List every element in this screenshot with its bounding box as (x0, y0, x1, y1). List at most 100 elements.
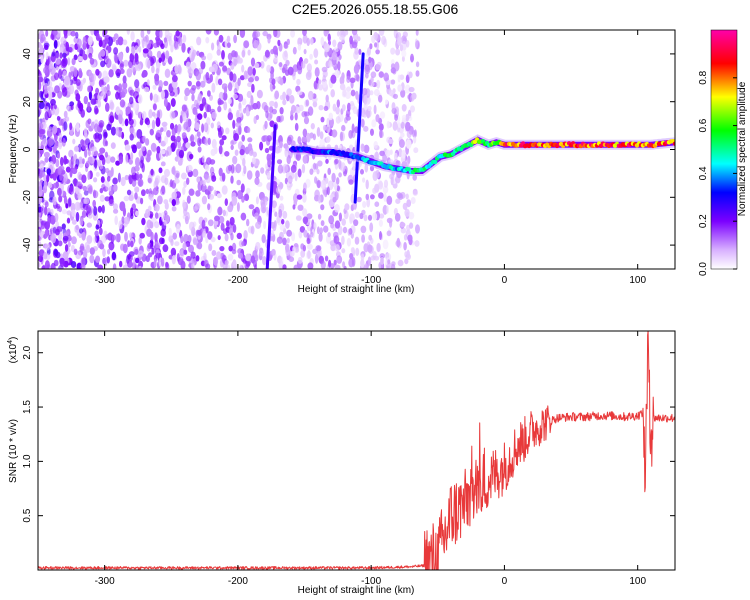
spectrogram-cell (156, 146, 161, 154)
spectrogram-cell (75, 93, 81, 102)
top-x-ticks: -300 -200 -100 0 100 (95, 30, 646, 286)
spectrogram-cell (357, 36, 361, 42)
spectrogram-cell (134, 192, 138, 200)
spectrogram-cell (217, 206, 223, 216)
spectrogram-cell (415, 40, 420, 50)
spectrogram-cell (165, 50, 170, 60)
spectrogram-cell (135, 257, 140, 264)
spectrogram-cell (97, 239, 103, 249)
spectrogram-cell (392, 121, 398, 131)
spectrogram-cell (190, 141, 196, 147)
spectrogram-cell (255, 31, 261, 38)
spectrogram-cell (112, 177, 118, 185)
spectrogram-cell (86, 204, 91, 214)
spectrogram-cell (141, 111, 147, 120)
spectrogram-cell (81, 140, 87, 150)
spectrogram-cell (182, 186, 186, 195)
spectrogram-cell (207, 90, 211, 97)
spectrogram-cell (218, 126, 224, 136)
spectrogram-cell (205, 30, 212, 35)
colorbar-tick-label: 0.4 (698, 166, 709, 180)
spectrogram-cell (333, 259, 337, 266)
spectrogram-cell (360, 118, 365, 128)
spectrogram-cell (44, 243, 51, 251)
spectrogram-cell (254, 177, 260, 186)
spectrogram-cell (153, 258, 157, 268)
spectrogram-cell (91, 146, 97, 152)
spectrogram-cell (47, 182, 53, 189)
spectrogram-cell (297, 43, 302, 51)
spectrogram-cell (275, 186, 282, 194)
spectrogram-cell (173, 138, 178, 149)
spectrogram-cell (87, 101, 91, 112)
spectrogram-cell (283, 43, 289, 49)
spectrogram-cell (408, 86, 415, 93)
spectrogram-cell (131, 178, 137, 187)
spectrogram-cell (316, 168, 320, 175)
spectrogram-streaks (265, 52, 365, 269)
spectrogram-cell (92, 189, 97, 199)
spectrogram-cell (207, 203, 211, 211)
spectrogram-cell (145, 39, 152, 50)
spectrogram-cell (415, 61, 420, 68)
spectrogram-cell (190, 134, 195, 143)
spectrogram-cell (367, 105, 372, 111)
spectrogram-cell (254, 75, 260, 82)
spectrogram-cell (45, 30, 49, 37)
spectrogram-cell (385, 149, 391, 157)
spectrogram-cell (105, 102, 110, 113)
spectrogram-cell (390, 67, 396, 74)
spectrogram-cell (214, 146, 218, 155)
spectrogram-cell (230, 164, 235, 174)
spectrogram-cell (292, 246, 296, 254)
spectrogram-cell (335, 116, 341, 124)
spectrogram-cell (241, 134, 245, 142)
spectrogram-cell (336, 255, 343, 264)
spectrogram-cell (213, 189, 217, 197)
spectrogram-cell (302, 208, 308, 217)
spectrogram-cell (117, 114, 123, 123)
spectrogram-cell (63, 155, 68, 165)
colorbar-tick-label: 0.0 (698, 262, 709, 276)
spectrogram-cell (367, 256, 372, 267)
spectrogram-cell (386, 217, 393, 224)
spectrogram-cell (354, 236, 360, 245)
spectrogram-cell (50, 215, 56, 225)
spectrogram-cell (398, 139, 405, 148)
spectrogram-cell (223, 228, 228, 235)
spectrogram-cell (201, 155, 205, 163)
spectrogram-cell (63, 110, 68, 119)
spectrogram-cell (150, 142, 157, 152)
spectrogram-cell (345, 91, 351, 99)
spectrogram-cell (277, 39, 281, 47)
spectrogram-cell (169, 40, 175, 48)
spectrogram-cell (38, 129, 45, 135)
spectrogram-cell (379, 213, 385, 219)
spectrogram-cell (221, 172, 226, 182)
spectrogram-cell (140, 30, 145, 38)
spectrogram-cell (38, 196, 43, 203)
spectrogram-cell (164, 168, 170, 178)
spectrogram-cell (211, 250, 217, 256)
spectrogram-cell (82, 185, 88, 192)
spectrogram-cell (66, 217, 71, 224)
spectrogram-cell (250, 255, 256, 264)
spectrogram-cell (64, 33, 68, 39)
spectrogram-cell (381, 35, 387, 45)
spectrogram-cell (47, 137, 53, 147)
spectrogram-cell (75, 211, 80, 222)
spectrogram-cell (155, 38, 162, 46)
spectrogram-cell (251, 157, 256, 165)
spectrogram-cell (323, 30, 329, 37)
spectrogram-cell (94, 108, 99, 114)
spectrogram-cell (201, 55, 207, 61)
spectrogram-cell (126, 30, 130, 35)
spectrogram-cell (87, 85, 92, 93)
spectrogram-cell (94, 230, 99, 237)
spectrogram-cell (168, 227, 172, 237)
spectrogram-cell (330, 74, 337, 84)
spectrogram-cell (198, 94, 202, 100)
spectrogram-cell (384, 99, 389, 105)
spectrogram-cell (52, 196, 57, 206)
